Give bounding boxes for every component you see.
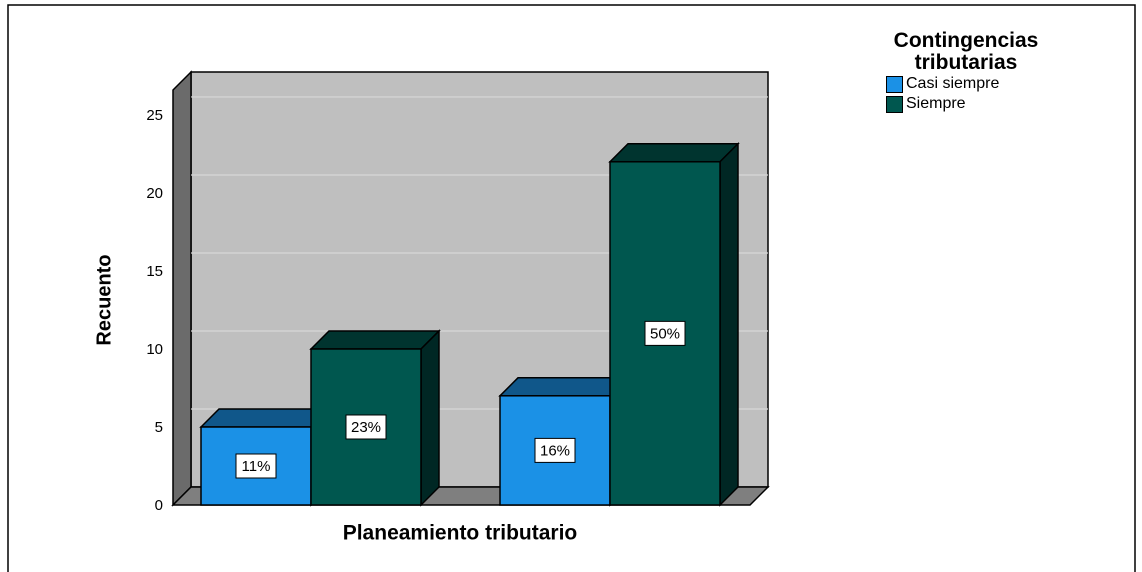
- value-label-box: [235, 453, 277, 479]
- value-label: 23%: [351, 419, 381, 436]
- bar-top: [199, 408, 331, 428]
- y-tick-label: 20: [146, 185, 163, 202]
- bar-group: 11%: [199, 407, 331, 507]
- bar-top: [309, 330, 441, 350]
- y-tick-label: 25: [146, 107, 163, 124]
- value-label-box: [644, 320, 686, 346]
- y-tick-label: 0: [155, 497, 163, 514]
- bar-group: 23%: [309, 329, 441, 507]
- legend-swatch: [886, 75, 903, 93]
- y-axis-title: Recuento: [93, 254, 115, 345]
- value-label-box: [534, 437, 576, 463]
- bar-side: [420, 329, 440, 507]
- bar-side: [719, 141, 739, 507]
- bar-group: 16%: [498, 375, 630, 507]
- legend-label: Casi siempre: [906, 75, 1000, 92]
- value-label: 16%: [540, 442, 570, 459]
- y-tick-label: 5: [155, 419, 163, 436]
- legend: Contingencias tributarias Casi siempre Si…: [866, 30, 1076, 114]
- legend-swatch: [886, 95, 903, 113]
- legend-item: Casi siempre: [886, 74, 1076, 94]
- legend-title: Contingencias tributarias: [893, 29, 1039, 74]
- x-axis-title: Planeamiento tributario: [343, 522, 578, 545]
- legend-item: Siempre: [886, 94, 1076, 114]
- y-tick-label: 15: [146, 263, 163, 280]
- value-label: 11%: [242, 458, 271, 475]
- legend-label: Siempre: [906, 95, 966, 112]
- value-label-box: [345, 414, 387, 440]
- value-label: 50%: [650, 325, 680, 342]
- bar-top: [608, 143, 740, 163]
- frame: [7, 4, 1136, 572]
- bar-top: [498, 377, 630, 397]
- left-wall: [172, 70, 192, 507]
- bar-group: 50%: [608, 141, 740, 507]
- y-tick-label: 10: [146, 341, 163, 358]
